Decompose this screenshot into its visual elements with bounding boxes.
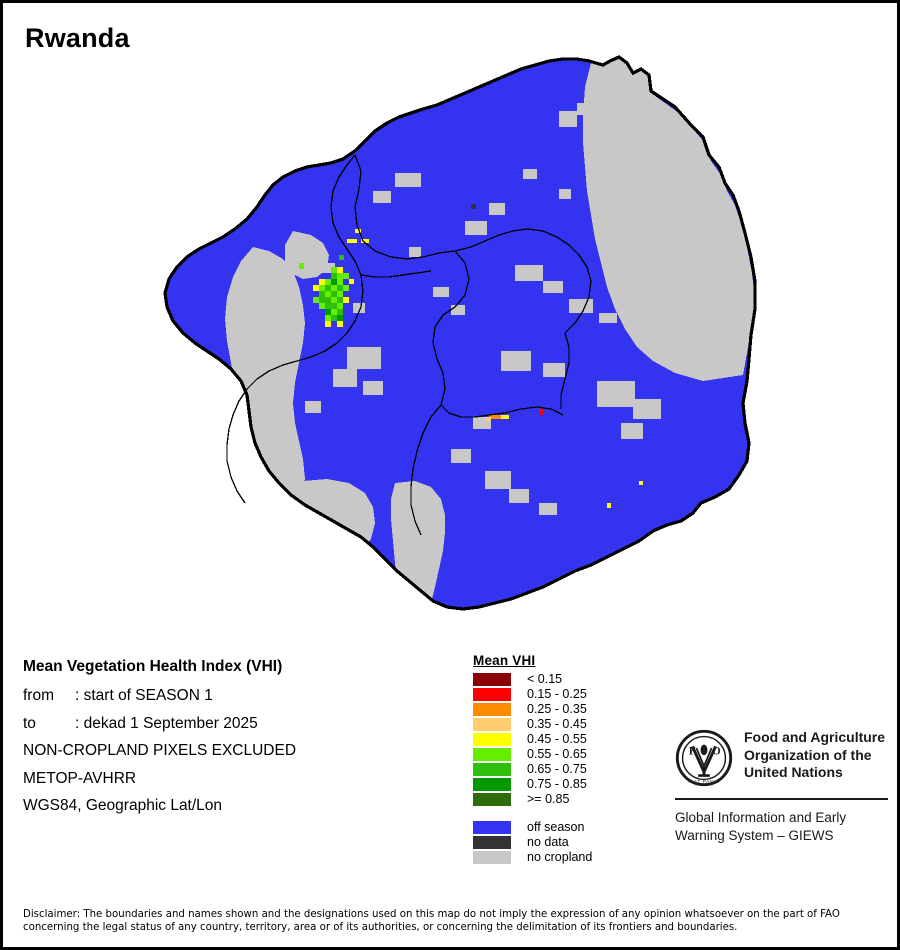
legend-special-label: no data [527, 835, 569, 849]
legend-class-label: 0.25 - 0.35 [527, 702, 587, 716]
legend-class-row: 0.65 - 0.75 [473, 762, 653, 777]
legend-class-label: 0.65 - 0.75 [527, 762, 587, 776]
legend-special-swatch [473, 821, 511, 834]
legend-special-label: no cropland [527, 850, 593, 864]
metadata-projection: WGS84, Geographic Lat/Lon [23, 797, 223, 814]
legend-class-label: 0.55 - 0.65 [527, 747, 587, 761]
legend-class-swatch [473, 718, 511, 731]
legend-class-label: < 0.15 [527, 672, 563, 686]
fao-logo-row: F O FIAT PANIS Food and Agriculture Orga… [675, 729, 890, 787]
metadata-cropland-note: NON-CROPLAND PIXELS EXCLUDED [23, 742, 297, 759]
metadata-heading: Mean Vegetation Health Index (VHI) [23, 658, 283, 675]
legend-spacer [473, 807, 653, 820]
metadata-from: from : start of SEASON 1 [23, 687, 443, 705]
legend-class-label: 0.75 - 0.85 [527, 777, 587, 791]
legend-class-swatch [473, 763, 511, 776]
legend-class-list: < 0.15 0.15 - 0.25 0.25 - 0.35 0.35 - 0.45 0… [473, 672, 653, 807]
legend-class-row: >= 0.85 [473, 792, 653, 807]
legend-class-swatch [473, 673, 511, 686]
giews-name: Global Information and Early Warning Sys… [675, 809, 890, 845]
legend-class-row: 0.25 - 0.35 [473, 702, 653, 717]
legend-special-swatch [473, 851, 511, 864]
legend-class-swatch [473, 748, 511, 761]
raster-no-cropland-akagera [559, 59, 755, 381]
fao-divider [675, 798, 888, 800]
raster-vhi-cluster-northwest [299, 229, 643, 508]
legend-class-swatch [473, 778, 511, 791]
giews-line-2: Warning System – GIEWS [675, 828, 834, 843]
legend-class-swatch [473, 703, 511, 716]
fao-organization-name: Food and Agriculture Organization of the… [744, 729, 885, 782]
legend-special-row: off season [473, 820, 653, 835]
raster-no-data-pixel [471, 204, 476, 209]
legend-special-row: no data [473, 835, 653, 850]
map-metadata: Mean Vegetation Health Index (VHI) from … [23, 658, 443, 825]
giews-line-1: Global Information and Early [675, 810, 847, 825]
disclaimer-line-1: Disclaimer: The boundaries and names sho… [23, 909, 840, 920]
rwanda-map-svg[interactable] [3, 51, 897, 651]
svg-text:O: O [712, 746, 721, 758]
metadata-sensor: METOP-AVHRR [23, 769, 137, 787]
province-boundaries [226, 154, 592, 536]
legend-class-label: 0.15 - 0.25 [527, 687, 587, 701]
fao-org-line-2: Organization of the [744, 746, 872, 763]
legend-special-label: off season [527, 820, 585, 834]
legend-class-swatch [473, 688, 511, 701]
legend-class-row: < 0.15 [473, 672, 653, 687]
svg-text:FIAT PANIS: FIAT PANIS [688, 779, 719, 784]
legend-special-swatch [473, 836, 511, 849]
legend-class-row: 0.35 - 0.45 [473, 717, 653, 732]
legend-special-row: no cropland [473, 850, 653, 865]
legend-title: Mean VHI [473, 653, 536, 668]
disclaimer: Disclaimer: The boundaries and names sho… [23, 908, 883, 934]
legend-class-swatch [473, 733, 511, 746]
metadata-from-key: from [23, 687, 54, 704]
legend-special-list: off season no data no cropland [473, 820, 653, 865]
metadata-from-value: : start of SEASON 1 [75, 687, 213, 704]
svg-text:F: F [689, 746, 696, 758]
raster-vhi-cluster-east [485, 409, 544, 421]
legend-class-label: 0.45 - 0.55 [527, 732, 587, 746]
country-outline [163, 55, 757, 611]
legend-class-label: >= 0.85 [527, 792, 570, 806]
legend-class-label: 0.35 - 0.45 [527, 717, 587, 731]
legend-class-row: 0.75 - 0.85 [473, 777, 653, 792]
legend: Mean VHI < 0.15 0.15 - 0.25 0.25 - 0.35 0.3… [473, 653, 653, 865]
map-canvas[interactable] [3, 51, 897, 651]
legend-class-row: 0.45 - 0.55 [473, 732, 653, 747]
metadata-to: to : dekad 1 September 2025 [23, 715, 443, 733]
raster-no-cropland-scattered [265, 169, 705, 529]
fao-org-line-3: United Nations [744, 764, 843, 780]
fao-emblem-icon: F O FIAT PANIS [675, 729, 733, 787]
metadata-to-key: to [23, 714, 36, 732]
fao-org-line-1: Food and Agriculture [744, 729, 886, 745]
legend-class-swatch [473, 793, 511, 806]
page-title: Rwanda [25, 23, 130, 53]
disclaimer-line-2: concerning the legal status of any count… [23, 922, 738, 934]
fao-branding: F O FIAT PANIS Food and Agriculture Orga… [675, 729, 890, 845]
metadata-to-value: : dekad 1 September 2025 [75, 714, 258, 732]
legend-class-row: 0.55 - 0.65 [473, 747, 653, 762]
legend-class-row: 0.15 - 0.25 [473, 687, 653, 702]
